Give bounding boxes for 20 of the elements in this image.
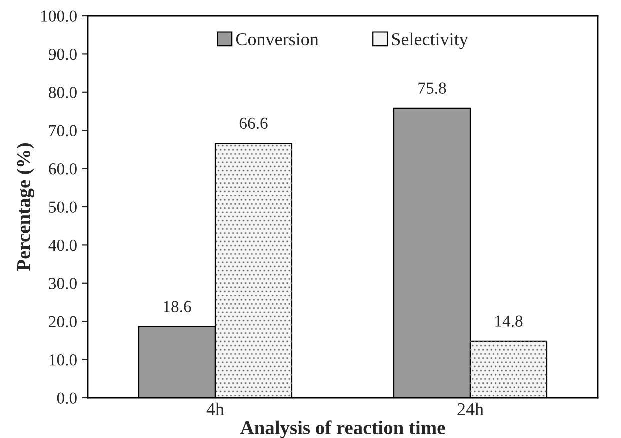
- y-tick-label: 40.0: [48, 240, 77, 252]
- y-tick-label: 90.0: [48, 48, 77, 60]
- data-label: 75.8: [418, 82, 446, 94]
- y-tick-label: 100.0: [42, 10, 77, 22]
- legend-label: Selectivity: [392, 32, 468, 50]
- y-tick-label: 0.0: [57, 392, 77, 404]
- y-tick-label: 50.0: [49, 202, 77, 214]
- legend-label: Conversion: [236, 33, 319, 46]
- data-label: 66.6: [240, 118, 268, 130]
- y-tick-label: 60.0: [49, 164, 77, 175]
- y-axis-title: Percentage (%): [16, 144, 35, 272]
- y-tick-label: 80.0: [49, 87, 77, 98]
- x-tick-label: 24h: [458, 402, 484, 416]
- data-label: 14.8: [496, 316, 523, 328]
- y-tick-label: 70.0: [50, 125, 77, 137]
- y-tick-label: 20.0: [49, 316, 77, 328]
- x-tick-label: 4h: [206, 402, 224, 416]
- data-label: 18.6: [164, 301, 192, 313]
- y-tick-label: 10.0: [50, 354, 77, 366]
- y-tick-label: 30.0: [49, 278, 77, 290]
